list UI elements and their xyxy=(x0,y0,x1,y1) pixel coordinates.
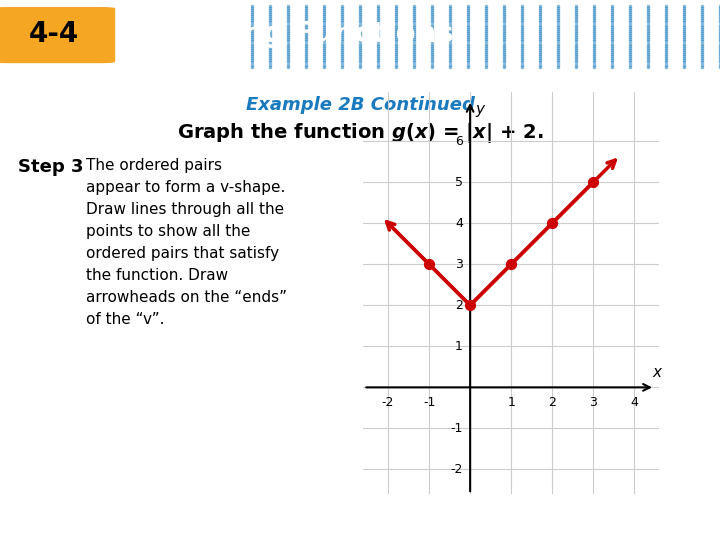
Text: 4: 4 xyxy=(455,217,463,230)
Text: 4-4: 4-4 xyxy=(29,19,79,48)
Point xyxy=(505,260,517,268)
Text: -2: -2 xyxy=(382,396,395,409)
Text: arrowheads on the “ends”: arrowheads on the “ends” xyxy=(86,291,287,305)
Text: Draw lines through all the: Draw lines through all the xyxy=(86,202,284,217)
Text: -1: -1 xyxy=(451,422,463,435)
Text: Example 2B Continued: Example 2B Continued xyxy=(246,96,474,114)
Text: -2: -2 xyxy=(451,463,463,476)
Text: 1: 1 xyxy=(508,396,515,409)
Text: 4: 4 xyxy=(631,396,639,409)
Text: Graphing Functions: Graphing Functions xyxy=(133,19,454,48)
FancyBboxPatch shape xyxy=(0,7,115,63)
Text: x: x xyxy=(652,365,662,380)
Text: 5: 5 xyxy=(455,176,463,188)
Text: 3: 3 xyxy=(590,396,597,409)
Text: 2: 2 xyxy=(549,396,556,409)
Text: points to show all the: points to show all the xyxy=(86,224,251,239)
Point xyxy=(423,260,435,268)
Text: of the “v”.: of the “v”. xyxy=(86,312,164,327)
Text: 6: 6 xyxy=(455,134,463,147)
Text: Step 3: Step 3 xyxy=(18,158,84,176)
Text: Copyright © by Holt, Rinehart and Winston. All Rights Reserved.: Copyright © by Holt, Rinehart and Winsto… xyxy=(391,518,706,528)
Text: the function. Draw: the function. Draw xyxy=(86,268,228,284)
Text: 1: 1 xyxy=(455,340,463,353)
Point xyxy=(464,301,476,309)
Text: Graph the function $\bfit{g}$($\bfit{x}$) = |$\bfit{x}$| + 2.: Graph the function $\bfit{g}$($\bfit{x}$… xyxy=(177,122,543,145)
Text: y: y xyxy=(475,102,484,117)
Text: ordered pairs that satisfy: ordered pairs that satisfy xyxy=(86,246,279,261)
Text: 2: 2 xyxy=(455,299,463,312)
Text: The ordered pairs: The ordered pairs xyxy=(86,158,222,173)
Point xyxy=(588,178,599,186)
Text: Holt Algebra 1: Holt Algebra 1 xyxy=(14,517,115,530)
Text: -1: -1 xyxy=(423,396,436,409)
Text: 3: 3 xyxy=(455,258,463,271)
Point xyxy=(546,219,558,227)
Text: appear to form a v-shape.: appear to form a v-shape. xyxy=(86,180,285,195)
